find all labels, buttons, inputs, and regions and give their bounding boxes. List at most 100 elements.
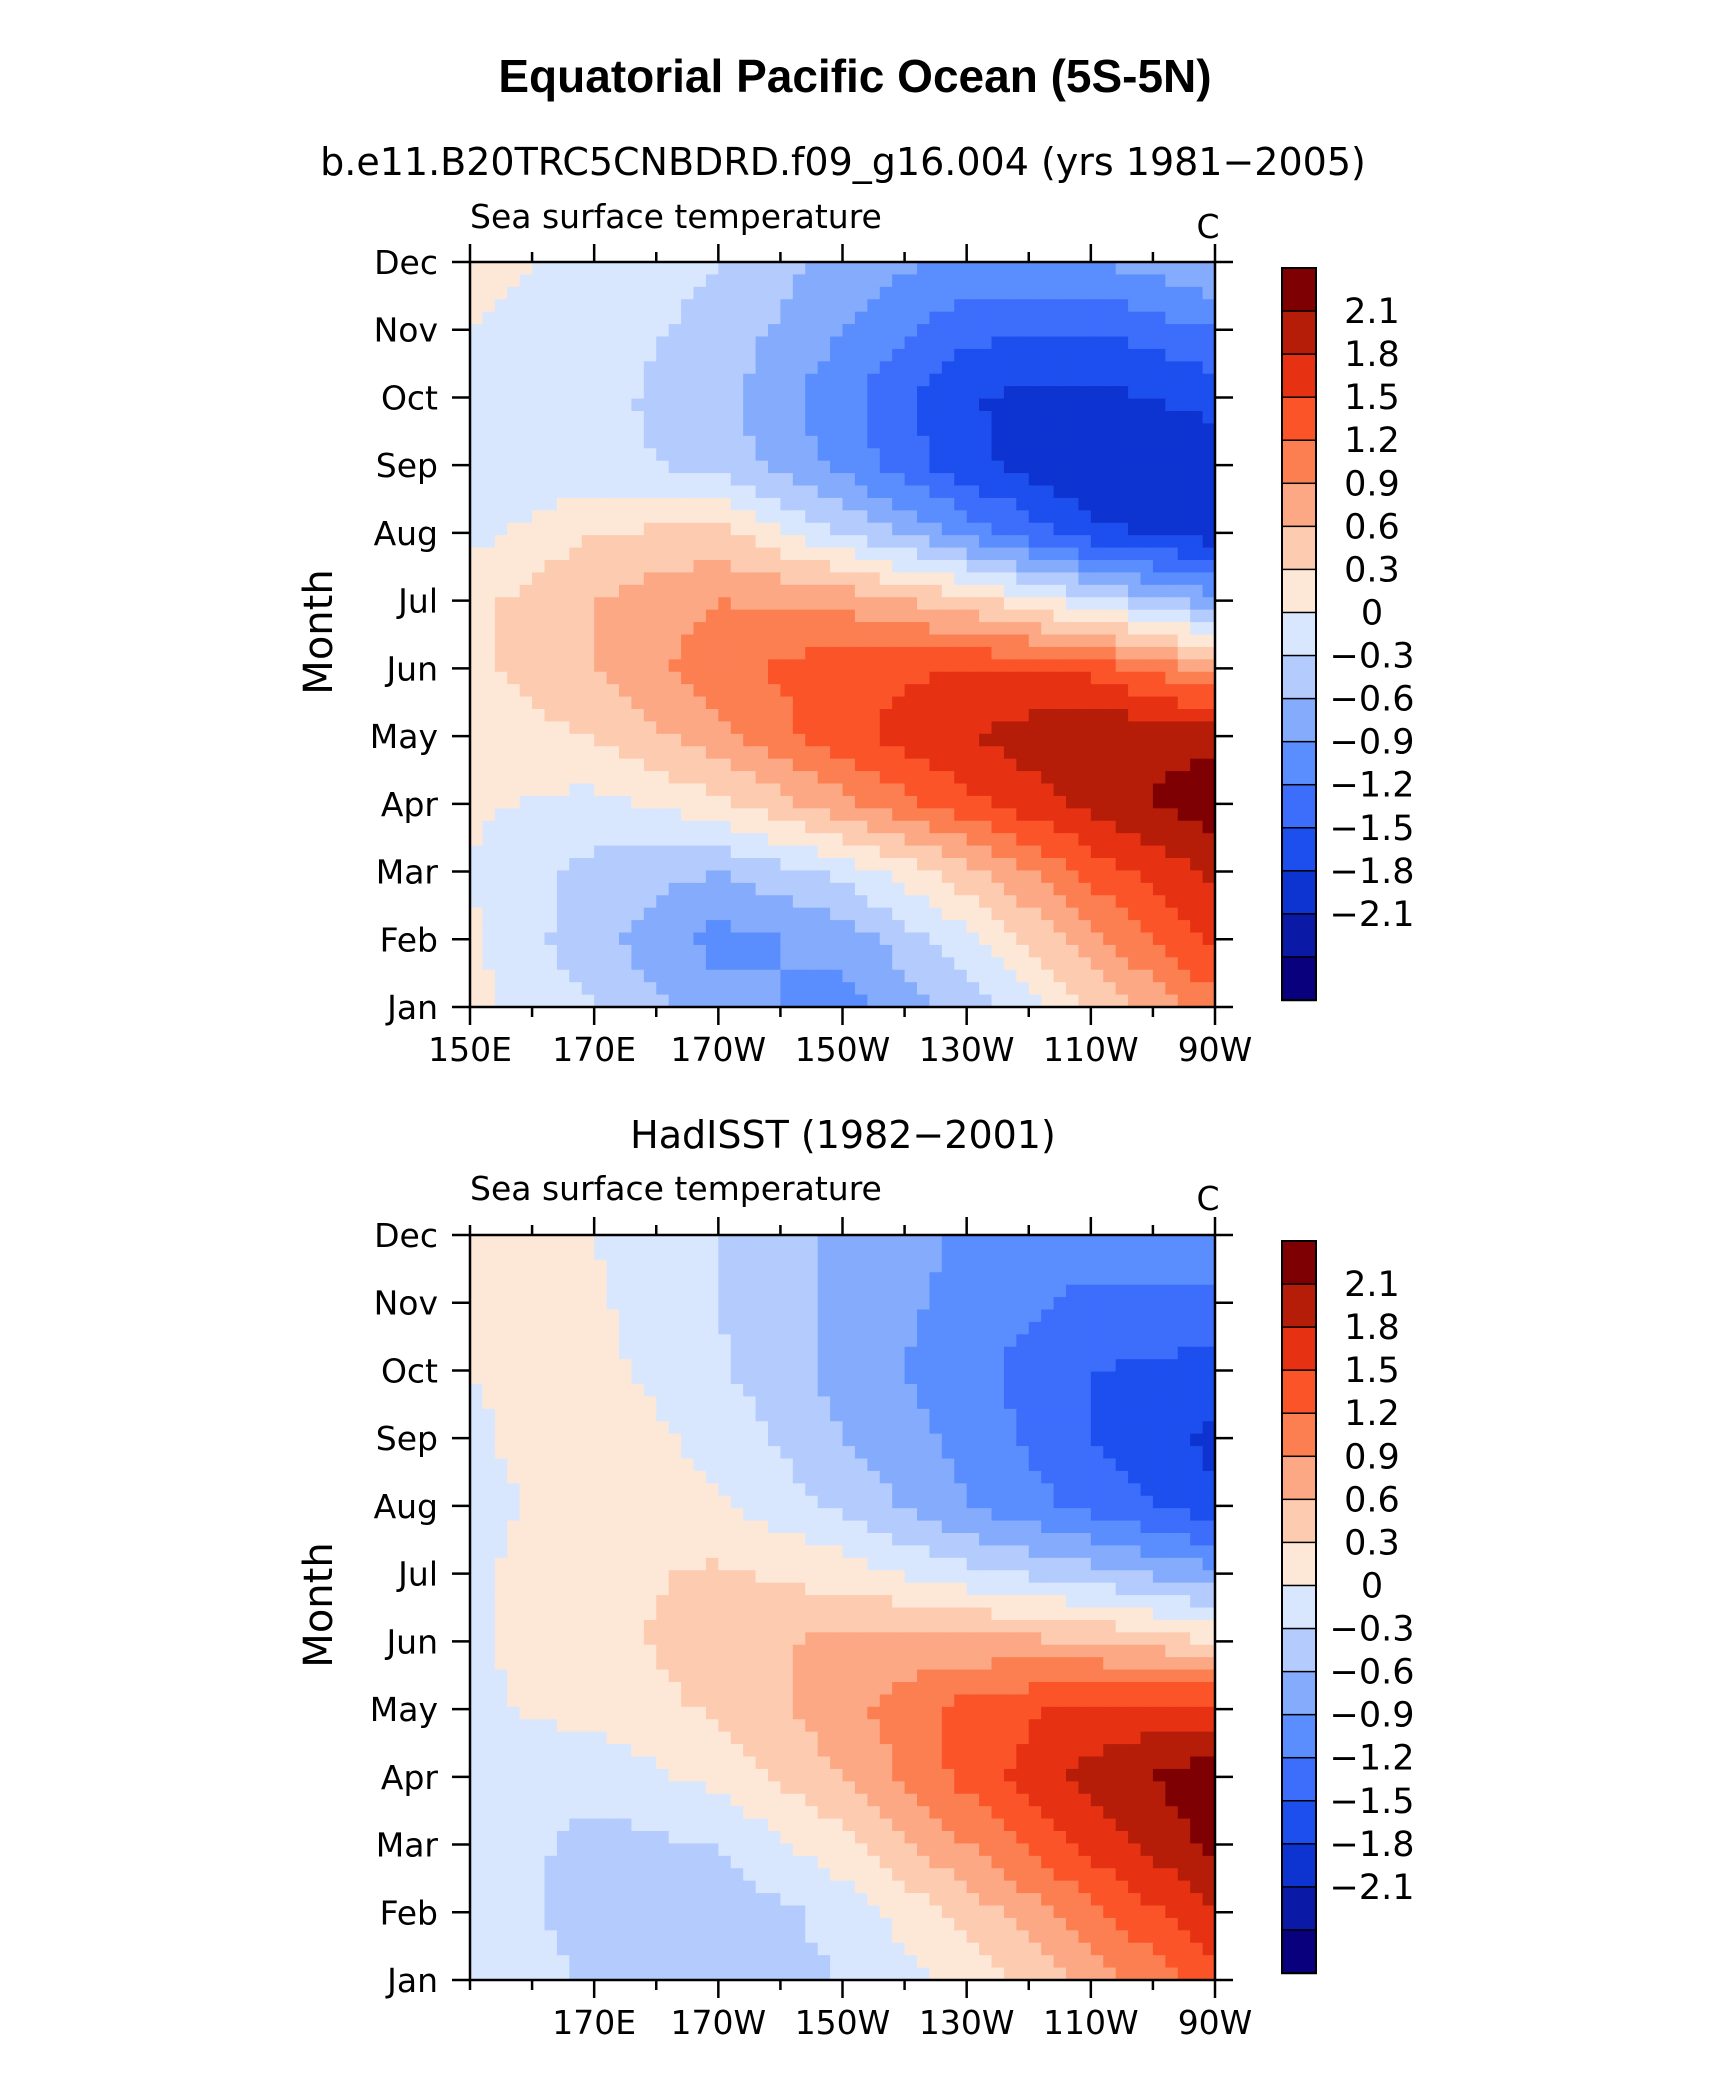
- field-cell: [1190, 734, 1203, 747]
- field-cell: [1016, 299, 1029, 312]
- field-cell: [545, 895, 558, 908]
- field-cell: [954, 647, 967, 660]
- field-cell: [594, 659, 607, 672]
- field-cell: [1029, 635, 1042, 648]
- field-cell: [818, 399, 831, 412]
- field-cell: [470, 796, 483, 809]
- field-cell: [607, 1310, 620, 1323]
- field-cell: [743, 299, 756, 312]
- field-cell: [694, 808, 707, 821]
- field-cell: [1066, 498, 1079, 511]
- field-cell: [1041, 287, 1054, 300]
- field-cell: [954, 287, 967, 300]
- field-cell: [1029, 473, 1042, 486]
- field-cell: [669, 622, 682, 635]
- field-cell: [694, 535, 707, 548]
- field-cell: [1016, 1334, 1029, 1347]
- field-cell: [743, 635, 756, 648]
- field-cell: [594, 1459, 607, 1472]
- field-cell: [694, 721, 707, 734]
- field-cell: [495, 970, 508, 983]
- field-cell: [1103, 957, 1116, 970]
- field-cell: [631, 423, 644, 436]
- field-cell: [495, 262, 508, 275]
- field-cell: [1078, 423, 1091, 436]
- field-cell: [1203, 548, 1216, 561]
- field-cell: [557, 933, 570, 946]
- field-cell: [619, 659, 632, 672]
- field-cell: [706, 461, 719, 474]
- field-cell: [793, 349, 806, 362]
- field-cell: [1116, 1483, 1129, 1496]
- field-cell: [1016, 1235, 1029, 1248]
- field-cell: [954, 1247, 967, 1260]
- field-cell: [1029, 486, 1042, 499]
- field-cell: [644, 846, 657, 859]
- field-cell: [880, 1285, 893, 1298]
- field-cell: [1029, 970, 1042, 983]
- field-cell: [557, 1359, 570, 1372]
- field-cell: [495, 324, 508, 337]
- field-cell: [1116, 274, 1129, 287]
- field-cell: [1041, 1384, 1054, 1397]
- field-cell: [557, 945, 570, 958]
- field-cell: [954, 1310, 967, 1323]
- field-cell: [1153, 411, 1166, 424]
- field-cell: [1091, 1334, 1104, 1347]
- field-cell: [992, 883, 1005, 896]
- field-cell: [917, 436, 930, 449]
- field-cell: [768, 622, 781, 635]
- field-cell: [1066, 635, 1079, 648]
- field-cell: [1178, 262, 1191, 275]
- field-cell: [768, 423, 781, 436]
- field-cell: [706, 349, 719, 362]
- field-cell: [979, 759, 992, 772]
- field-cell: [582, 672, 595, 685]
- field-cell: [569, 920, 582, 933]
- field-cell: [793, 672, 806, 685]
- field-cell: [793, 436, 806, 449]
- field-cell: [1178, 746, 1191, 759]
- field-cell: [929, 846, 942, 859]
- field-cell: [768, 1409, 781, 1422]
- field-cell: [992, 796, 1005, 809]
- field-cell: [1004, 908, 1017, 921]
- field-cell: [607, 982, 620, 995]
- field-cell: [607, 1235, 620, 1248]
- field-cell: [706, 883, 719, 896]
- field-cell: [1016, 374, 1029, 387]
- field-cell: [1203, 1260, 1216, 1273]
- field-cell: [917, 461, 930, 474]
- field-cell: [644, 1297, 657, 1310]
- field-cell: [545, 821, 558, 834]
- field-cell: [1103, 610, 1116, 623]
- field-cell: [805, 1471, 818, 1484]
- field-cell: [694, 734, 707, 747]
- field-cell: [1016, 933, 1029, 946]
- field-cell: [967, 374, 980, 387]
- field-cell: [880, 274, 893, 287]
- field-cell: [867, 796, 880, 809]
- field-cell: [855, 386, 868, 399]
- colorbar-label: 1.8: [1344, 335, 1400, 375]
- field-cell: [520, 1496, 533, 1509]
- field-cell: [507, 1247, 520, 1260]
- field-cell: [669, 337, 682, 350]
- field-cell: [867, 1483, 880, 1496]
- field-cell: [855, 299, 868, 312]
- field-cell: [1178, 672, 1191, 685]
- field-cell: [619, 808, 632, 821]
- field-cell: [582, 349, 595, 362]
- field-cell: [582, 821, 595, 834]
- field-cell: [992, 411, 1005, 424]
- field-cell: [1103, 572, 1116, 585]
- field-cell: [669, 1359, 682, 1372]
- field-cell: [1103, 746, 1116, 759]
- field-cell: [706, 1421, 719, 1434]
- field-cell: [545, 1409, 558, 1422]
- field-cell: [694, 411, 707, 424]
- field-cell: [669, 684, 682, 697]
- field-cell: [520, 796, 533, 809]
- field-cell: [1153, 970, 1166, 983]
- field-cell: [731, 945, 744, 958]
